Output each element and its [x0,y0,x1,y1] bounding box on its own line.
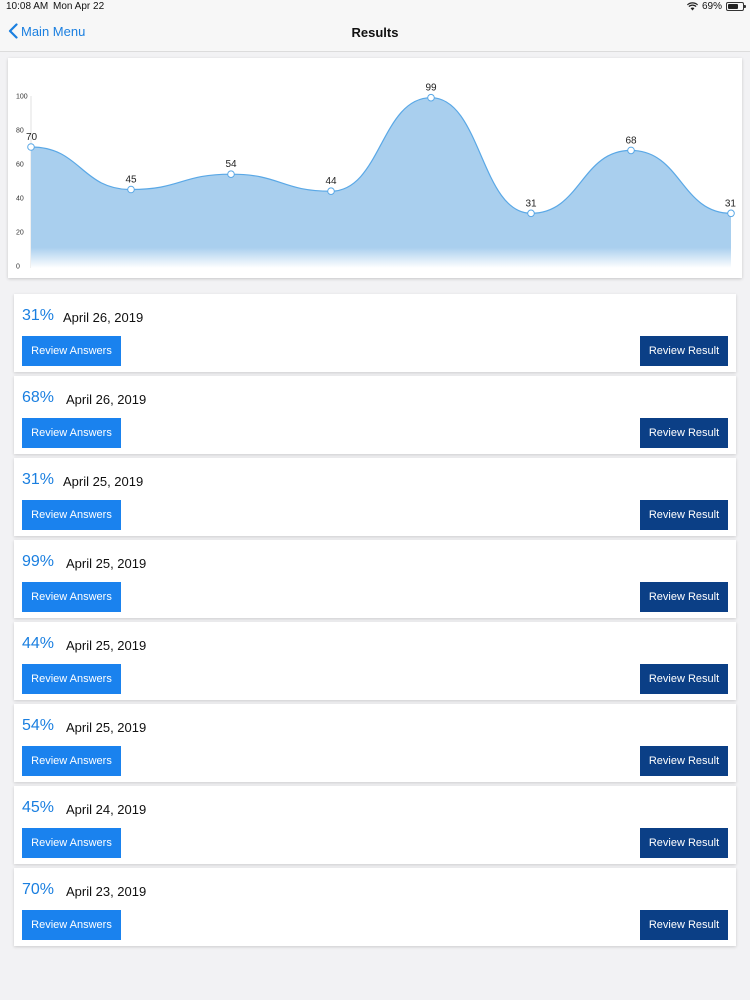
result-date: April 25, 2019 [63,474,144,489]
result-card: 54% April 25, 2019 Review Answers Review… [14,704,736,782]
data-point [227,170,235,178]
score-area-chart: 0 20 40 60 80 100 70 45 54 44 99 31 68 31 [16,83,737,271]
result-date: April 24, 2019 [66,802,147,817]
result-date: April 23, 2019 [66,884,147,899]
y-tick-label: 40 [16,196,24,203]
result-date: April 25, 2019 [66,638,147,653]
review-result-button[interactable]: Review Result [640,582,728,612]
result-score: 44% [22,635,55,652]
battery-percent: 69% [701,1,722,12]
data-label: 54 [225,159,237,170]
result-card: 99% April 25, 2019 Review Answers Review… [14,540,736,618]
data-point [527,209,535,218]
review-answers-button[interactable]: Review Answers [22,746,121,776]
score-chart-card: 0 20 40 60 80 100 70 45 54 44 99 31 68 31 [8,58,742,278]
status-right: 69% [686,1,746,12]
result-date: April 26, 2019 [63,310,144,325]
status-date: Mon Apr 22 [53,1,105,12]
back-button[interactable]: Main Menu [8,23,85,39]
data-label: 44 [325,176,337,187]
wifi-icon [686,2,698,11]
data-label: 99 [425,83,437,94]
result-card: 68% April 26, 2019 Review Answers Review… [14,376,736,454]
result-card: 31% April 25, 2019 Review Answers Review… [14,458,736,536]
review-result-button[interactable]: Review Result [640,500,728,530]
data-point [627,146,635,155]
review-answers-button[interactable]: Review Answers [22,664,121,694]
data-label: 70 [26,132,38,143]
area-fill [31,97,731,268]
page-title: Results [351,25,399,40]
result-card: 31% April 26, 2019 Review Answers Review… [14,294,736,372]
review-result-button[interactable]: Review Result [640,418,728,448]
review-answers-button[interactable]: Review Answers [22,582,121,612]
results-list: 31% April 26, 2019 Review Answers Review… [14,294,736,950]
result-score: 68% [22,389,55,406]
review-answers-button[interactable]: Review Answers [22,336,121,366]
review-answers-button[interactable]: Review Answers [22,418,121,448]
result-score: 99% [22,553,55,570]
back-button-label: Main Menu [21,23,86,39]
review-result-button[interactable]: Review Result [640,746,728,776]
data-label: 68 [625,135,637,146]
status-bar: 10:08 AM Mon Apr 22 69% [0,0,750,14]
y-tick-label: 80 [16,128,24,135]
review-answers-button[interactable]: Review Answers [22,828,121,858]
y-tick-label: 20 [16,230,24,237]
review-result-button[interactable]: Review Result [640,828,728,858]
data-point [327,187,335,195]
result-score: 54% [22,717,55,734]
result-date: April 25, 2019 [66,720,147,735]
y-tick-label: 60 [16,162,24,169]
result-card: 70% April 23, 2019 Review Answers Review… [14,868,736,946]
status-time: 10:08 AM [6,1,49,12]
data-label: 31 [525,198,537,209]
review-answers-button[interactable]: Review Answers [22,910,121,940]
data-label: 45 [125,175,137,186]
review-answers-button[interactable]: Review Answers [22,500,121,530]
review-result-button[interactable]: Review Result [640,910,728,940]
y-tick-label: 100 [16,94,28,101]
data-point [127,185,135,194]
data-point [727,209,735,218]
battery-icon [726,2,746,11]
result-score: 31% [22,307,55,324]
result-score: 45% [22,799,55,816]
result-score: 70% [22,881,55,898]
data-label: 31 [725,198,737,209]
battery-fill [728,4,738,9]
nav-bar: Main Menu Results [0,14,750,52]
result-date: April 25, 2019 [66,556,147,571]
chevron-left-icon [8,23,18,39]
result-card: 45% April 24, 2019 Review Answers Review… [14,786,736,864]
result-score: 31% [22,471,55,488]
result-card: 44% April 25, 2019 Review Answers Review… [14,622,736,700]
review-result-button[interactable]: Review Result [640,336,728,366]
data-point [427,93,435,102]
review-result-button[interactable]: Review Result [640,664,728,694]
y-tick-label: 0 [16,264,20,271]
result-date: April 26, 2019 [66,392,147,407]
area-line [30,97,732,214]
data-point [27,143,35,151]
